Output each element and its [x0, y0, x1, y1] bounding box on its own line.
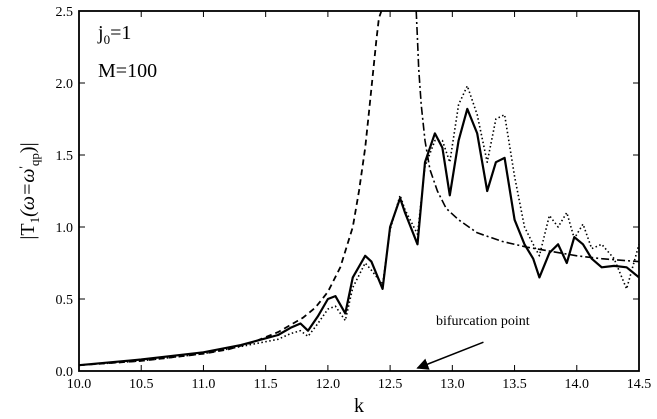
plot-frame	[78, 10, 640, 372]
y-tick-label: 1.5	[56, 149, 74, 164]
series-line-dotted	[78, 85, 640, 366]
x-axis-label: k	[354, 395, 364, 417]
x-tick-label: 10.0	[67, 377, 92, 392]
x-tick-label: 14.0	[565, 377, 590, 392]
series-line-dashdot	[415, 10, 640, 263]
bifurcation-arrow	[416, 341, 484, 370]
x-tick-label: 13.5	[502, 377, 527, 392]
y-tick-label: 2.5	[56, 5, 74, 20]
x-tick-label: 12.0	[316, 377, 341, 392]
x-tick-label: 10.5	[129, 377, 154, 392]
series-line-dashed	[78, 10, 383, 367]
x-tick-label: 13.0	[440, 377, 465, 392]
x-tick-label: 14.5	[627, 377, 652, 392]
y-tick-label: 0.5	[56, 293, 74, 308]
bifurcation-label: bifurcation point	[436, 314, 530, 329]
param-M-annotation: M=100	[98, 60, 157, 82]
y-tick-label: 0.0	[56, 365, 74, 380]
y-axis-label: |T1(ω=ω'qp)|	[16, 142, 42, 239]
y-tick-label: 1.0	[56, 221, 74, 236]
axis-ticks: 10.0 10.5 11.0 11.5 12.0 12.5 13.0 13.5 14.0 14.5…	[56, 5, 652, 392]
x-tick-label: 11.0	[191, 377, 215, 392]
x-tick-label: 11.5	[254, 377, 278, 392]
y-tick-label: 2.0	[56, 77, 74, 92]
series-line-solid	[78, 107, 640, 367]
x-tick-label: 12.5	[378, 377, 403, 392]
param-j0-annotation: j0=1	[97, 22, 131, 47]
plot-series	[78, 10, 640, 367]
